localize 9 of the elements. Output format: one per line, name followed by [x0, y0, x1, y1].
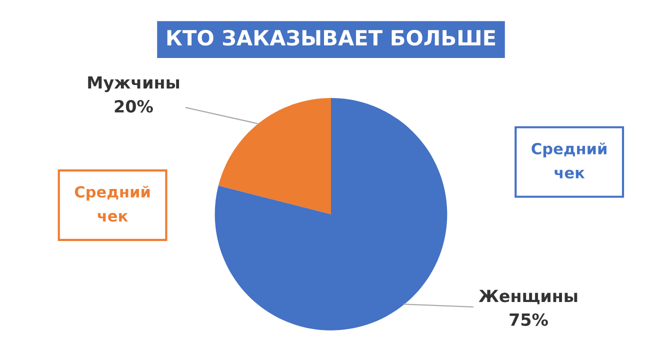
data-label: 20% [114, 100, 153, 113]
chart-title: КТО ЗАКАЗЫВАЕТ БОЛЬШЕ [167, 30, 496, 46]
slice-label: Мужчины [88, 76, 180, 92]
slice-label: Женщины [478, 290, 578, 304]
data-label: 75% [510, 313, 548, 326]
text: Средний чек [532, 142, 606, 179]
pie-slice [214, 98, 448, 330]
pie-slice [218, 98, 331, 214]
text: Средний чек [74, 186, 150, 222]
